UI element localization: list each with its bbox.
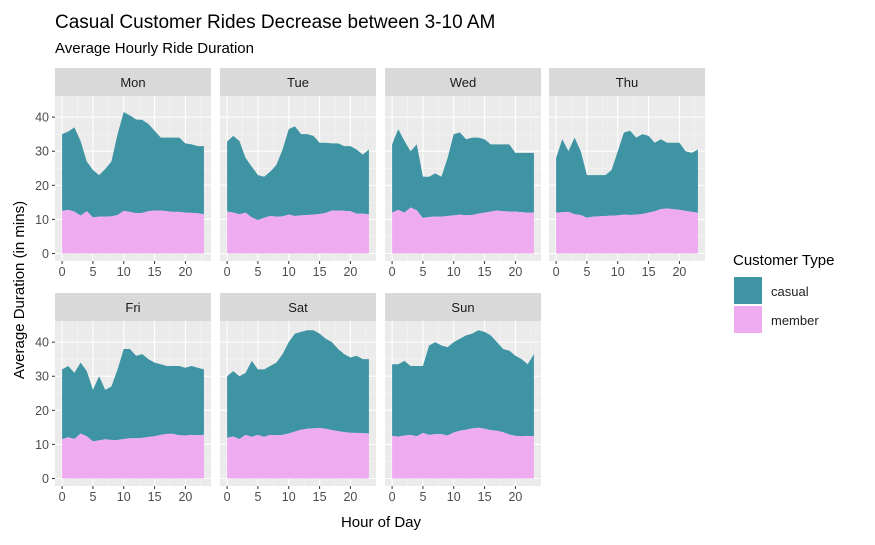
x-tick-label: 5 [89, 265, 96, 279]
area-casual-tue [227, 126, 369, 221]
x-tick-label: 10 [611, 265, 625, 279]
area-casual-mon [62, 112, 204, 218]
area-casual-fri [62, 348, 204, 442]
x-tick-label: 0 [224, 265, 231, 279]
legend: Customer Type casual member [733, 252, 834, 333]
x-tick-label: 20 [343, 490, 357, 504]
y-tick-label: 40 [35, 111, 49, 125]
strip-fri [55, 293, 211, 321]
strip-tue [220, 68, 376, 96]
x-tick-label: 15 [148, 490, 162, 504]
x-tick-label: 10 [282, 265, 296, 279]
x-tick-label: 0 [553, 265, 560, 279]
x-tick-label: 15 [478, 265, 492, 279]
strip-label-fri: Fri [125, 300, 140, 315]
area-member-sat [227, 428, 369, 479]
x-tick-label: 0 [59, 265, 66, 279]
y-axis-label: Average Duration (in mins) [11, 201, 28, 379]
x-tick-label: 20 [672, 265, 686, 279]
strip-label-sat: Sat [288, 300, 308, 315]
strip-label-thu: Thu [616, 75, 638, 90]
x-tick-label: 5 [254, 265, 261, 279]
legend-title: Customer Type [733, 252, 834, 269]
area-member-tue [227, 210, 369, 254]
strip-label-mon: Mon [120, 75, 145, 90]
x-tick-label: 15 [478, 490, 492, 504]
x-tick-label: 15 [642, 265, 656, 279]
x-tick-label: 0 [59, 490, 66, 504]
x-tick-label: 10 [447, 265, 461, 279]
y-tick-label: 30 [35, 145, 49, 159]
area-casual-sun [392, 330, 534, 437]
x-tick-label: 5 [254, 490, 261, 504]
x-tick-label: 20 [343, 265, 357, 279]
chart-subtitle: Average Hourly Ride Duration [55, 40, 254, 57]
area-member-mon [62, 209, 204, 254]
panel-fri: Fri 0 10 20 30 40 0 5 10 15 20 [35, 293, 211, 504]
x-tick-label: 20 [508, 490, 522, 504]
x-axis-label: Hour of Day [341, 514, 422, 531]
x-tick-label: 0 [224, 490, 231, 504]
y-tick-label: 10 [35, 438, 49, 452]
x-tick-label: 10 [282, 490, 296, 504]
strip-label-tue: Tue [287, 75, 309, 90]
x-tick-label: 15 [313, 265, 327, 279]
area-casual-sat [227, 330, 369, 439]
panel-sun: Sun 0 5 10 15 20 [385, 293, 541, 504]
x-tick-label: 10 [447, 490, 461, 504]
area-member-sun [392, 427, 534, 479]
x-tick-label: 20 [178, 490, 192, 504]
strip-wed [385, 68, 541, 96]
panel-tue: Tue 0 5 10 15 20 [220, 68, 376, 279]
legend-swatch-casual [734, 277, 762, 304]
legend-label-member: member [771, 313, 819, 328]
x-tick-label: 15 [148, 265, 162, 279]
facet-panels: Mon 0 10 20 30 40 0 5 10 15 20 Tue 0 5 10 15 20 Wed 0 5 10 15… [35, 68, 705, 504]
y-tick-label: 10 [35, 213, 49, 227]
strip-thu [549, 68, 705, 96]
x-tick-label: 5 [419, 490, 426, 504]
area-casual-wed [392, 129, 534, 219]
area-member-fri [62, 433, 204, 479]
y-tick-label: 20 [35, 179, 49, 193]
y-tick-label: 30 [35, 370, 49, 384]
y-tick-label: 0 [42, 247, 49, 261]
strip-sun [385, 293, 541, 321]
y-tick-label: 40 [35, 336, 49, 350]
chart-title: Casual Customer Rides Decrease between 3… [55, 12, 495, 33]
x-tick-label: 10 [117, 490, 131, 504]
panel-thu: Thu 0 5 10 15 20 [549, 68, 705, 279]
strip-label-sun: Sun [451, 300, 474, 315]
x-tick-label: 20 [508, 265, 522, 279]
x-tick-label: 0 [389, 265, 396, 279]
y-tick-label: 20 [35, 404, 49, 418]
x-tick-label: 15 [313, 490, 327, 504]
strip-label-wed: Wed [450, 75, 477, 90]
area-member-wed [392, 207, 534, 254]
area-member-thu [556, 208, 698, 254]
strip-sat [220, 293, 376, 321]
y-tick-label: 0 [42, 472, 49, 486]
x-tick-label: 5 [419, 265, 426, 279]
x-tick-label: 5 [89, 490, 96, 504]
x-tick-label: 5 [583, 265, 590, 279]
legend-swatch-member [734, 306, 762, 333]
panel-mon: Mon 0 10 20 30 40 0 5 10 15 20 [35, 68, 211, 279]
strip-mon [55, 68, 211, 96]
area-casual-thu [556, 130, 698, 218]
x-tick-label: 0 [389, 490, 396, 504]
x-tick-label: 10 [117, 265, 131, 279]
legend-label-casual: casual [771, 284, 809, 299]
x-tick-label: 20 [178, 265, 192, 279]
panel-wed: Wed 0 5 10 15 20 [385, 68, 541, 279]
panel-sat: Sat 0 5 10 15 20 [220, 293, 376, 504]
